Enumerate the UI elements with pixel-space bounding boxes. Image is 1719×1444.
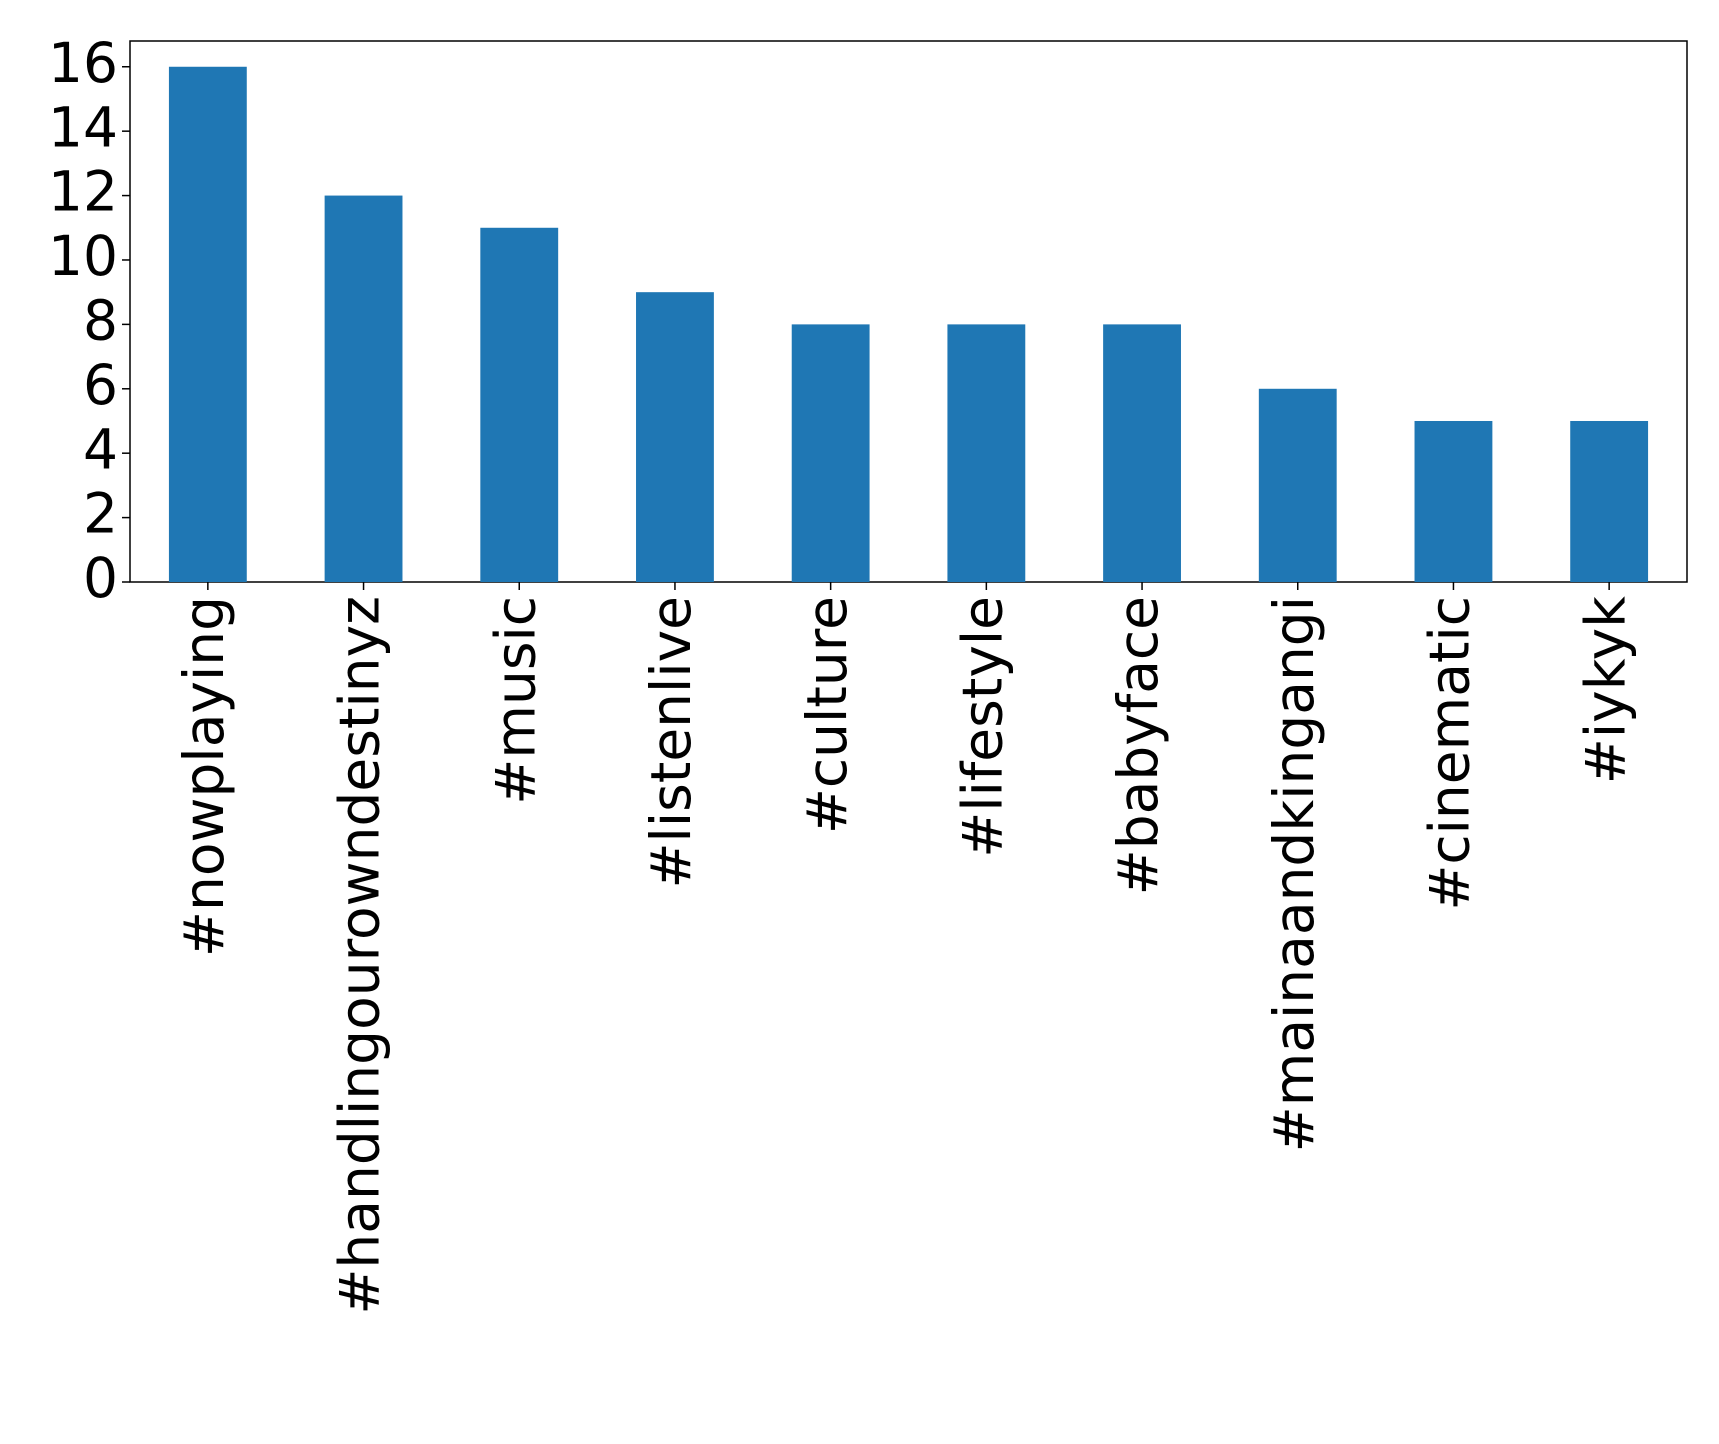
y-tick-label: 10	[48, 224, 118, 288]
bar	[1570, 420, 1649, 582]
bar	[480, 227, 559, 582]
bar	[1414, 420, 1493, 582]
x-tick-label: #music	[483, 596, 547, 805]
x-tick-label: #mainaandkingangi	[1262, 596, 1326, 1152]
x-tick-label: #handlingourowndestinyz	[328, 596, 392, 1315]
y-tick-label: 12	[48, 160, 118, 224]
plot-frame	[129, 40, 1688, 583]
y-tick-label: 16	[48, 31, 118, 95]
bar	[168, 66, 247, 582]
bar	[324, 195, 403, 583]
x-tick-label: #culture	[795, 596, 859, 834]
x-tick-label: #cinematic	[1418, 596, 1482, 911]
bar	[1103, 324, 1181, 582]
bar	[791, 324, 870, 582]
x-tick-label: #babyface	[1106, 596, 1170, 895]
y-tick-label: 8	[83, 289, 118, 353]
y-tick-label: 4	[83, 417, 118, 481]
bar	[1258, 388, 1337, 582]
x-tick-label: #nowplaying	[172, 596, 236, 957]
x-tick-label: #lifestyle	[950, 596, 1014, 858]
bar	[636, 292, 714, 582]
y-tick-label: 2	[83, 482, 118, 546]
x-tick-label: #iykyk	[1573, 596, 1637, 784]
y-tick-label: 14	[48, 95, 118, 159]
bar	[947, 324, 1026, 582]
y-tick-label: 0	[83, 546, 118, 610]
y-tick-label: 6	[83, 353, 118, 417]
x-tick-label: #listenlive	[639, 596, 703, 889]
